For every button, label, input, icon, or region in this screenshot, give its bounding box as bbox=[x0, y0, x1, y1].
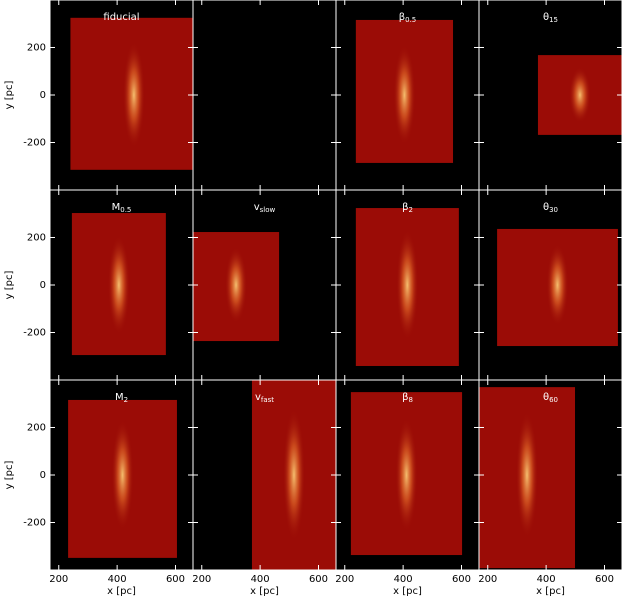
y-tick-label: 200 bbox=[27, 233, 46, 244]
image-group bbox=[497, 228, 618, 347]
filament-glow bbox=[225, 246, 248, 324]
panel-border bbox=[478, 379, 623, 571]
panel-title-sub: 60 bbox=[549, 396, 558, 404]
filament-glow bbox=[568, 67, 591, 123]
y-tick-label: 200 bbox=[27, 43, 46, 54]
x-tick-label: 600 bbox=[452, 574, 471, 585]
filament-glow bbox=[395, 417, 418, 533]
panel: M0.5 bbox=[49, 189, 194, 381]
y-tick-label: -200 bbox=[23, 138, 46, 149]
panel-title-sub: 2 bbox=[124, 396, 128, 404]
panel-title-sub: 0.5 bbox=[405, 16, 416, 24]
panel-title-sub: 8 bbox=[408, 396, 412, 404]
panel-title-main: fiducial bbox=[103, 12, 139, 23]
panel-title: M2 bbox=[115, 392, 128, 404]
panel-title: vfast bbox=[255, 392, 274, 404]
panel-title: β2 bbox=[402, 202, 413, 214]
panel-title-main: θ bbox=[543, 12, 549, 23]
panel-title-main: β bbox=[402, 392, 408, 403]
filament-glow bbox=[393, 44, 416, 146]
y-axis-label: y [pc] bbox=[4, 461, 15, 490]
panel-title-sub: 2 bbox=[408, 206, 412, 214]
panel-title: β0.5 bbox=[399, 12, 417, 24]
image-group bbox=[251, 380, 336, 570]
image-group bbox=[355, 208, 459, 366]
image-group bbox=[350, 392, 463, 556]
filament-glow bbox=[396, 229, 419, 341]
image-group bbox=[193, 232, 280, 342]
panel: vfast bbox=[192, 379, 337, 571]
image-group bbox=[70, 17, 193, 170]
panel-background bbox=[193, 0, 336, 190]
x-axis-label: x [pc] bbox=[250, 586, 279, 597]
x-tick-label: 200 bbox=[478, 574, 497, 585]
panel-title-main: β bbox=[402, 202, 408, 213]
image-group bbox=[537, 55, 622, 135]
x-axis-label: x [pc] bbox=[107, 586, 136, 597]
filament-glow bbox=[282, 408, 305, 542]
y-axis-label: y [pc] bbox=[4, 271, 15, 300]
image-group bbox=[355, 19, 454, 163]
x-tick-label: 600 bbox=[595, 574, 614, 585]
panel: M2 bbox=[49, 379, 194, 571]
filament-glow bbox=[546, 244, 569, 326]
x-tick-label: 200 bbox=[335, 574, 354, 585]
panel-title: vslow bbox=[254, 202, 276, 214]
x-tick-label: 600 bbox=[309, 574, 328, 585]
image-group bbox=[68, 399, 177, 558]
panel: fiducial bbox=[49, 0, 194, 191]
panel-title-main: β bbox=[399, 12, 405, 23]
filament-glow bbox=[111, 419, 134, 531]
panel-title-main: M bbox=[115, 392, 124, 403]
panel-title-sub: 30 bbox=[549, 206, 558, 214]
panel-title-main: v bbox=[255, 392, 261, 403]
x-axis-label: x [pc] bbox=[393, 586, 422, 597]
panel: θ30 bbox=[478, 189, 623, 381]
panel-title: θ15 bbox=[543, 12, 558, 24]
x-tick-label: 400 bbox=[108, 574, 127, 585]
y-tick-label: 0 bbox=[40, 280, 46, 291]
panel-title-sub: 0.5 bbox=[120, 206, 131, 214]
panel-title: θ60 bbox=[543, 392, 558, 404]
panel-title-sub: slow bbox=[260, 206, 276, 214]
x-tick-label: 400 bbox=[537, 574, 556, 585]
y-tick-label: 200 bbox=[27, 423, 46, 434]
panel bbox=[192, 0, 337, 191]
panel: vslow bbox=[192, 189, 337, 381]
x-tick-label: 200 bbox=[192, 574, 211, 585]
panel: θ60 bbox=[478, 379, 623, 571]
panel-title-main: θ bbox=[543, 392, 549, 403]
panel-title: β8 bbox=[402, 392, 413, 404]
y-tick-label: 0 bbox=[40, 90, 46, 101]
filament-glow bbox=[516, 411, 539, 539]
y-axis-label: y [pc] bbox=[4, 81, 15, 110]
x-tick-label: 600 bbox=[166, 574, 185, 585]
panel: β8 bbox=[335, 379, 480, 571]
panel-title-sub: fast bbox=[261, 396, 274, 404]
y-tick-label: -200 bbox=[23, 518, 46, 529]
panel-title-main: θ bbox=[543, 202, 549, 213]
y-tick-label: -200 bbox=[23, 328, 46, 339]
panel-title: M0.5 bbox=[112, 202, 132, 214]
panel-title-main: v bbox=[254, 202, 260, 213]
x-axis-label: x [pc] bbox=[536, 586, 565, 597]
panel-title-sub: 15 bbox=[549, 16, 558, 24]
x-tick-label: 200 bbox=[49, 574, 68, 585]
panel: β2 bbox=[335, 189, 480, 381]
panel-title: fiducial bbox=[103, 12, 139, 23]
y-tick-label: 0 bbox=[40, 470, 46, 481]
filament-glow bbox=[107, 235, 130, 335]
filament-glow bbox=[122, 41, 145, 149]
panel: θ15 bbox=[478, 0, 623, 191]
x-tick-label: 400 bbox=[251, 574, 270, 585]
x-tick-label: 400 bbox=[394, 574, 413, 585]
image-group bbox=[71, 213, 166, 356]
panel: β0.5 bbox=[335, 0, 480, 191]
panel-title-main: M bbox=[112, 202, 121, 213]
panel-title: θ30 bbox=[543, 202, 558, 214]
image-group bbox=[479, 387, 576, 569]
